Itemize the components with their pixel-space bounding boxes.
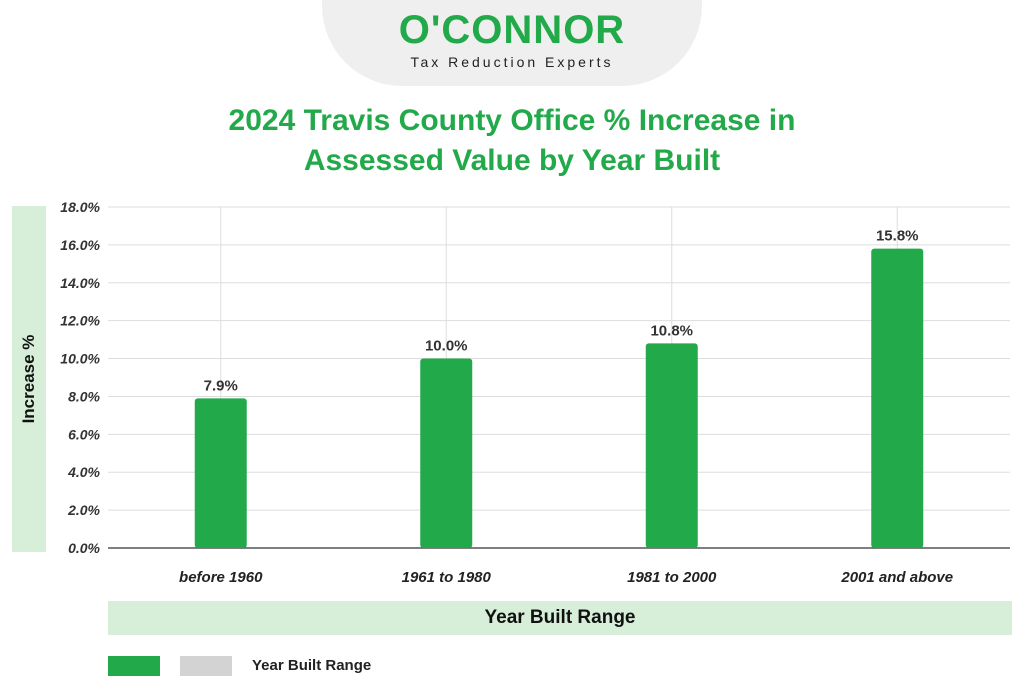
- x-tick-label: before 1960: [179, 569, 263, 586]
- bar: [871, 248, 924, 548]
- chart-title-line-2: Assessed Value by Year Built: [303, 144, 721, 177]
- y-tick-label: 10.0%: [60, 351, 100, 367]
- logo-tagline: Tax Reduction Experts: [410, 54, 614, 70]
- logo-wordmark: O'CONNOR: [398, 8, 626, 52]
- x-tick-label: 2001 and above: [840, 569, 953, 586]
- data-label: 10.8%: [650, 322, 693, 339]
- x-tick-label: 1981 to 2000: [627, 569, 717, 586]
- y-tick-label: 16.0%: [60, 237, 100, 253]
- legend-swatch-green: [108, 656, 160, 676]
- y-tick-label: 6.0%: [68, 426, 100, 442]
- chart-title-line-1: 2024 Travis County Office % Increase in: [228, 104, 796, 137]
- legend-swatch-gray: [180, 656, 232, 676]
- data-label: 7.9%: [204, 377, 238, 394]
- logo-banner: O'CONNOR Tax Reduction Experts: [322, 0, 702, 86]
- y-tick-label: 12.0%: [60, 313, 100, 329]
- bar: [645, 343, 698, 548]
- x-axis-label: Year Built Range: [484, 607, 636, 628]
- y-tick-label: 0.0%: [68, 540, 100, 556]
- y-axis-band: [12, 206, 46, 552]
- x-axis-band: [108, 601, 1012, 635]
- y-tick-label: 8.0%: [68, 388, 100, 404]
- legend-label: Year Built Range: [252, 657, 372, 674]
- y-tick-label: 18.0%: [60, 199, 100, 215]
- data-label: 15.8%: [876, 228, 919, 245]
- bar: [194, 398, 247, 548]
- y-tick-label: 14.0%: [60, 275, 100, 291]
- y-tick-label: 2.0%: [67, 502, 100, 518]
- data-label: 10.0%: [425, 338, 468, 355]
- y-tick-label: 4.0%: [67, 464, 100, 480]
- x-tick-label: 1961 to 1980: [402, 569, 492, 586]
- bar: [420, 358, 473, 548]
